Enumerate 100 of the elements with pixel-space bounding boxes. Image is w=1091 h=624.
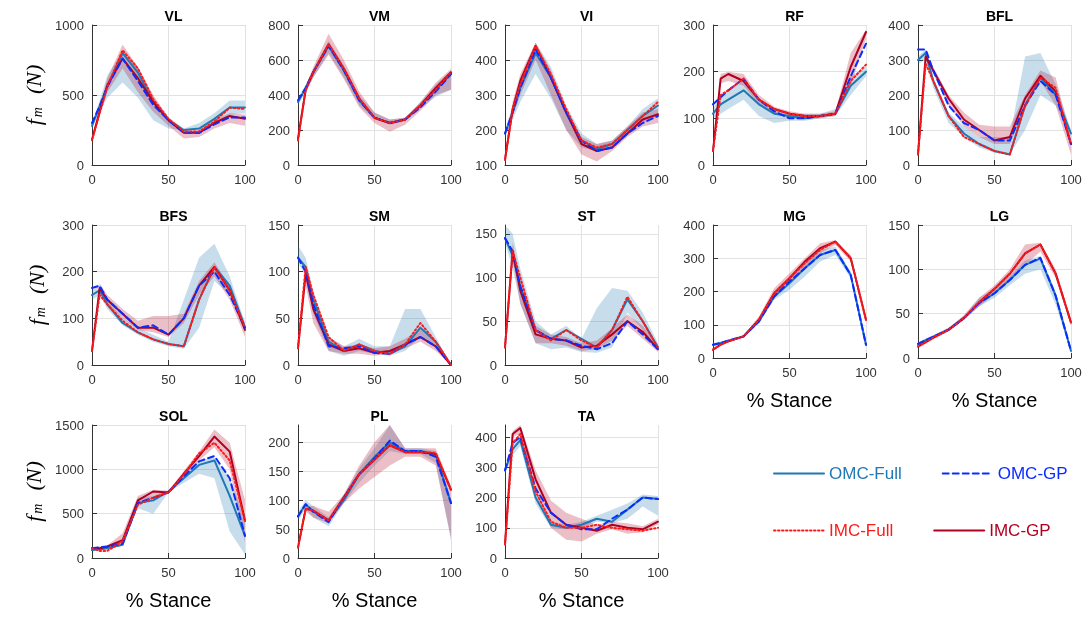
chart-title: BFL [985,8,1014,24]
y-tick-label: 200 [475,490,497,506]
y-tick-label: 400 [475,429,497,445]
y-tick-label: 200 [683,284,705,299]
x-tick-label: 50 [161,172,176,187]
y-tick-label: 0 [282,157,290,173]
legend-label: OMC-Full [829,464,902,483]
x-tick-label: 100 [440,372,462,387]
x-tick-label: 50 [367,372,382,387]
chart-title: PL [370,408,389,424]
x-tick-label: 100 [234,565,256,580]
x-axis-title: % Stance [951,389,1038,411]
line-series [91,270,246,336]
x-tick-label: 100 [647,372,669,387]
y-tick-label: 100 [475,157,497,173]
y-tick-label: 150 [268,463,290,479]
line-series [297,444,452,549]
y-tick-label: 200 [475,122,497,138]
y-tick-label: 100 [683,110,705,126]
y-tick-label: 1500 [55,417,84,433]
chart-title: BFS [159,208,188,224]
x-tick-label: 50 [782,172,797,187]
legend-label: IMC-Full [829,521,894,540]
chart-title: SOL [159,408,189,424]
y-tick-label: 800 [268,17,290,33]
chart-title: SM [369,208,390,224]
x-tick-label: 50 [367,172,382,187]
y-tick-label: 0 [489,550,497,566]
x-axis-title: % Stance [538,589,625,611]
x-axis-title: % Stance [331,589,418,611]
chart-title: ST [577,208,596,224]
x-tick-label: 0 [501,172,509,187]
y-tick-label: 300 [475,87,497,103]
y-tick-label: 150 [475,226,497,242]
x-tick-label: 100 [440,172,462,187]
x-tick-label: 0 [294,372,302,387]
x-tick-label: 0 [88,565,96,580]
x-tick-label: 100 [1060,365,1082,380]
x-tick-label: 0 [914,365,922,380]
x-tick-label: 50 [987,172,1002,187]
x-tick-label: 50 [367,565,382,580]
y-tick-label: 0 [697,157,705,173]
y-tick-label: 500 [62,506,84,522]
y-tick-label: 100 [475,270,497,285]
x-tick-label: 0 [709,365,717,380]
chart-title: MG [783,208,806,224]
x-axis-title: % Stance [746,389,833,411]
chart-title: RF [785,8,805,24]
chart-title: TA [577,408,596,424]
y-tick-label: 300 [683,250,705,266]
x-tick-label: 100 [234,172,256,187]
y-tick-label: 400 [268,87,290,103]
x-tick-label: 100 [647,565,669,580]
y-tick-label: 300 [888,52,910,68]
y-tick-label: 0 [902,350,910,366]
y-tick-label: 0 [282,550,290,566]
x-tick-label: 50 [161,565,176,580]
x-tick-label: 0 [294,172,302,187]
y-tick-label: 100 [268,264,290,280]
y-axis-title: fm (N) [20,461,46,522]
y-tick-label: 400 [475,52,497,68]
y-tick-label: 200 [62,264,84,280]
x-tick-label: 0 [294,565,302,580]
y-tick-label: 0 [76,157,84,173]
y-tick-label: 50 [482,313,497,329]
y-tick-label: 200 [268,434,290,450]
y-tick-label: 0 [76,550,84,566]
x-tick-label: 100 [1060,172,1082,187]
chart-title: VI [579,8,594,24]
x-tick-label: 0 [501,565,509,580]
x-tick-label: 100 [647,172,669,187]
chart-title: VM [369,8,390,24]
y-tick-label: 1000 [55,17,84,33]
y-tick-label: 200 [888,87,910,103]
line-series [712,42,867,120]
x-tick-label: 0 [709,172,717,187]
x-tick-label: 50 [574,372,589,387]
y-tick-label: 300 [62,217,84,233]
y-tick-label: 100 [62,310,84,326]
x-axis-title: % Stance [125,589,212,611]
legend-label: IMC-GP [989,521,1051,540]
y-tick-label: 100 [888,261,910,277]
y-tick-label: 150 [268,217,290,233]
x-tick-label: 50 [161,372,176,387]
y-tick-label: 50 [275,521,290,537]
chart-title: LG [989,208,1010,224]
y-tick-label: 100 [475,520,497,536]
y-tick-label: 100 [268,492,290,508]
y-tick-label: 50 [275,310,290,326]
y-tick-label: 0 [697,350,705,366]
y-tick-label: 200 [683,64,705,80]
y-tick-label: 50 [895,306,910,322]
y-tick-label: 100 [683,317,705,333]
x-tick-label: 0 [88,372,96,387]
x-tick-label: 100 [234,372,256,387]
y-tick-label: 300 [683,17,705,33]
legend-label: OMC-GP [997,464,1068,483]
y-tick-label: 0 [902,157,910,173]
x-tick-label: 100 [855,365,877,380]
y-tick-label: 150 [888,217,910,233]
